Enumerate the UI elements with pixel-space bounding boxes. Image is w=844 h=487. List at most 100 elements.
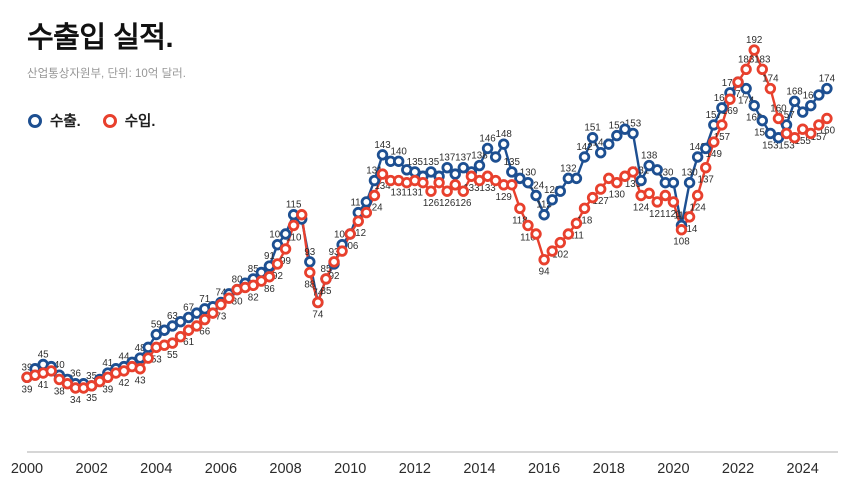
data-point-수출.-2004Q2[interactable] [158,324,171,336]
data-point-수입.-2012Q3[interactable] [425,185,437,197]
data-point-수출.-2023Q2[interactable] [772,132,785,144]
data-point-수출.-2011Q3[interactable] [392,155,405,167]
data-point-수입.-2020Q3[interactable] [683,211,696,223]
data-point-수입.-2002Q2[interactable] [94,375,106,388]
data-point-수출.-2012Q3[interactable] [425,166,437,178]
data-point-수입.-2001Q2[interactable] [61,378,74,390]
data-point-수입.-2015Q4[interactable] [530,228,542,240]
data-point-수출.-2017Q2[interactable] [578,151,591,163]
data-point-수입.-2017Q3[interactable] [586,191,599,204]
data-point-수입.-2005Q2[interactable] [190,320,203,332]
data-point-수출.-2024Q1[interactable] [796,106,809,118]
data-point-수출.-2011Q1[interactable] [376,149,389,161]
data-point-수출.-2021Q3[interactable] [716,102,728,114]
data-point-수출.-2010Q4[interactable] [368,174,381,187]
data-point-수입.-2007Q4[interactable] [271,258,284,270]
data-point-수입.-2016Q2[interactable] [546,245,558,257]
data-point-수입.-2017Q1[interactable] [570,217,583,229]
data-point-수출.-2014Q2[interactable] [481,142,494,155]
data-point-수입.-2007Q1[interactable] [247,279,259,292]
data-point-수입.-2013Q1[interactable] [441,185,453,197]
data-point-수입.-2004Q4[interactable] [174,330,187,343]
data-point-수출.-2014Q1[interactable] [473,159,486,172]
data-point-수입.-2008Q2[interactable] [287,219,300,232]
data-point-수입.-2014Q3[interactable] [489,174,502,187]
data-point-수출.-2013Q1[interactable] [441,161,453,174]
data-point-수출.-2022Q2[interactable] [740,82,752,95]
data-point-수출.-2018Q1[interactable] [603,138,615,150]
data-point-수출.-2008Q4[interactable] [304,256,316,268]
data-point-수출.-2013Q2[interactable] [449,168,461,180]
data-point-수입.-2008Q1[interactable] [279,243,292,255]
data-point-수출.-2024Q4[interactable] [821,82,833,95]
data-point-수입.-2007Q2[interactable] [255,275,268,287]
data-point-수입.-2012Q4[interactable] [433,176,445,189]
data-point-수출.-2020Q1[interactable] [667,176,680,189]
data-point-수입.-2020Q2[interactable] [675,224,688,236]
data-point-수입.-2018Q3[interactable] [619,170,631,182]
data-point-수출.-2015Q3[interactable] [522,176,534,189]
data-point-수입.-2014Q2[interactable] [481,170,494,182]
data-point-수입.-2022Q1[interactable] [732,76,744,88]
data-point-수출.-2004Q4[interactable] [174,315,187,328]
data-point-수입.-2000Q4[interactable] [45,365,57,377]
data-point-수출.-2023Q1[interactable] [764,127,777,140]
data-point-수입.-2005Q1[interactable] [182,324,195,336]
data-point-수출.-2004Q1[interactable] [150,328,162,341]
data-point-수출.-2005Q2[interactable] [190,307,203,319]
data-point-수입.-2021Q2[interactable] [708,136,720,148]
data-point-수출.-2014Q3[interactable] [489,151,502,163]
data-point-수입.-2023Q4[interactable] [788,132,801,144]
data-point-수출.-2018Q3[interactable] [619,123,631,135]
data-point-수입.-2005Q3[interactable] [199,313,211,326]
data-point-수출.-2010Q3[interactable] [360,196,373,208]
data-point-수입.-2023Q1[interactable] [764,82,777,95]
data-point-수입.-2016Q1[interactable] [538,253,550,266]
data-point-수입.-2005Q4[interactable] [207,307,219,319]
data-point-수입.-2008Q4[interactable] [304,266,316,279]
data-point-수입.-2021Q3[interactable] [716,119,728,131]
data-point-수출.-2024Q2[interactable] [805,99,817,112]
data-point-수출.-2015Q2[interactable] [514,172,526,185]
data-point-수입.-2017Q2[interactable] [578,202,591,215]
data-point-수입.-2015Q2[interactable] [514,202,526,215]
data-point-수입.-2004Q3[interactable] [166,337,179,349]
data-point-수입.-2015Q1[interactable] [506,179,518,191]
data-point-수입.-2022Q4[interactable] [756,63,768,75]
data-point-수입.-2011Q1[interactable] [376,168,389,180]
data-point-수입.-2024Q3[interactable] [813,119,825,131]
data-point-수입.-2003Q3[interactable] [134,363,146,375]
data-point-수출.-2013Q3[interactable] [457,161,470,174]
data-point-수입.-2009Q3[interactable] [328,256,340,268]
data-point-수입.-2023Q3[interactable] [780,127,793,140]
data-point-수입.-2016Q3[interactable] [554,236,566,249]
data-point-수입.-2016Q4[interactable] [562,228,575,240]
data-point-수입.-2003Q4[interactable] [142,352,154,364]
data-point-수출.-2014Q4[interactable] [498,138,510,150]
data-point-수입.-2024Q4[interactable] [821,112,833,125]
data-point-수입.-2013Q4[interactable] [465,170,478,182]
data-point-수출.-2019Q1[interactable] [635,174,647,187]
data-point-수출.-2018Q2[interactable] [611,129,623,142]
data-point-수출.-2007Q4[interactable] [271,238,284,251]
data-point-수출.-2017Q3[interactable] [586,132,599,144]
data-point-수입.-2010Q2[interactable] [352,215,364,227]
data-point-수입.-2009Q4[interactable] [336,245,348,257]
data-point-수입.-2010Q4[interactable] [368,189,381,202]
data-point-수입.-2018Q1[interactable] [603,172,615,185]
data-point-수입.-2019Q3[interactable] [651,196,663,208]
data-point-수출.-2018Q4[interactable] [627,127,639,140]
data-point-수입.-2006Q2[interactable] [223,292,235,304]
data-point-수입.-2015Q3[interactable] [522,219,534,232]
data-point-수출.-2016Q1[interactable] [538,209,550,221]
data-point-수입.-2008Q3[interactable] [296,209,308,221]
data-point-수출.-2024Q3[interactable] [813,89,825,101]
data-point-수입.-2002Q1[interactable] [85,380,98,392]
data-point-수출.-2020Q4[interactable] [691,151,704,163]
data-point-수출.-2023Q4[interactable] [788,95,801,108]
data-point-수출.-2022Q4[interactable] [756,114,768,127]
data-point-수입.-2021Q1[interactable] [700,161,712,174]
data-point-수출.-2016Q2[interactable] [546,194,558,206]
data-point-수입.-2009Q1[interactable] [312,296,324,309]
data-point-수입.-2024Q1[interactable] [796,123,809,135]
